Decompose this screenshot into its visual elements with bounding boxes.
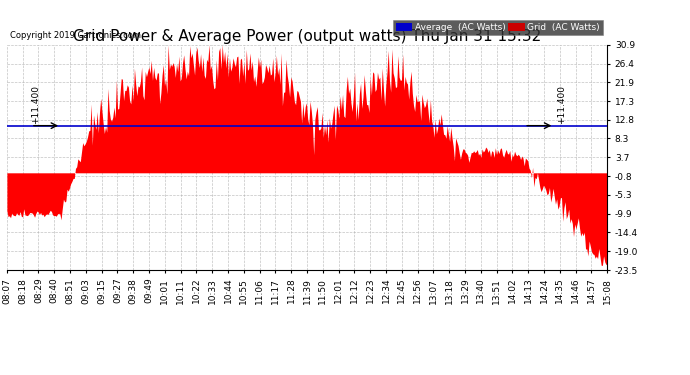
Text: Copyright 2019 Cartronics.com: Copyright 2019 Cartronics.com: [10, 32, 141, 40]
Text: +11.400: +11.400: [558, 86, 566, 124]
Title: Grid Power & Average Power (output watts) Thu Jan 31 15:32: Grid Power & Average Power (output watts…: [73, 29, 541, 44]
Legend: Average  (AC Watts), Grid  (AC Watts): Average (AC Watts), Grid (AC Watts): [393, 20, 602, 34]
Text: +11.400: +11.400: [31, 86, 40, 124]
